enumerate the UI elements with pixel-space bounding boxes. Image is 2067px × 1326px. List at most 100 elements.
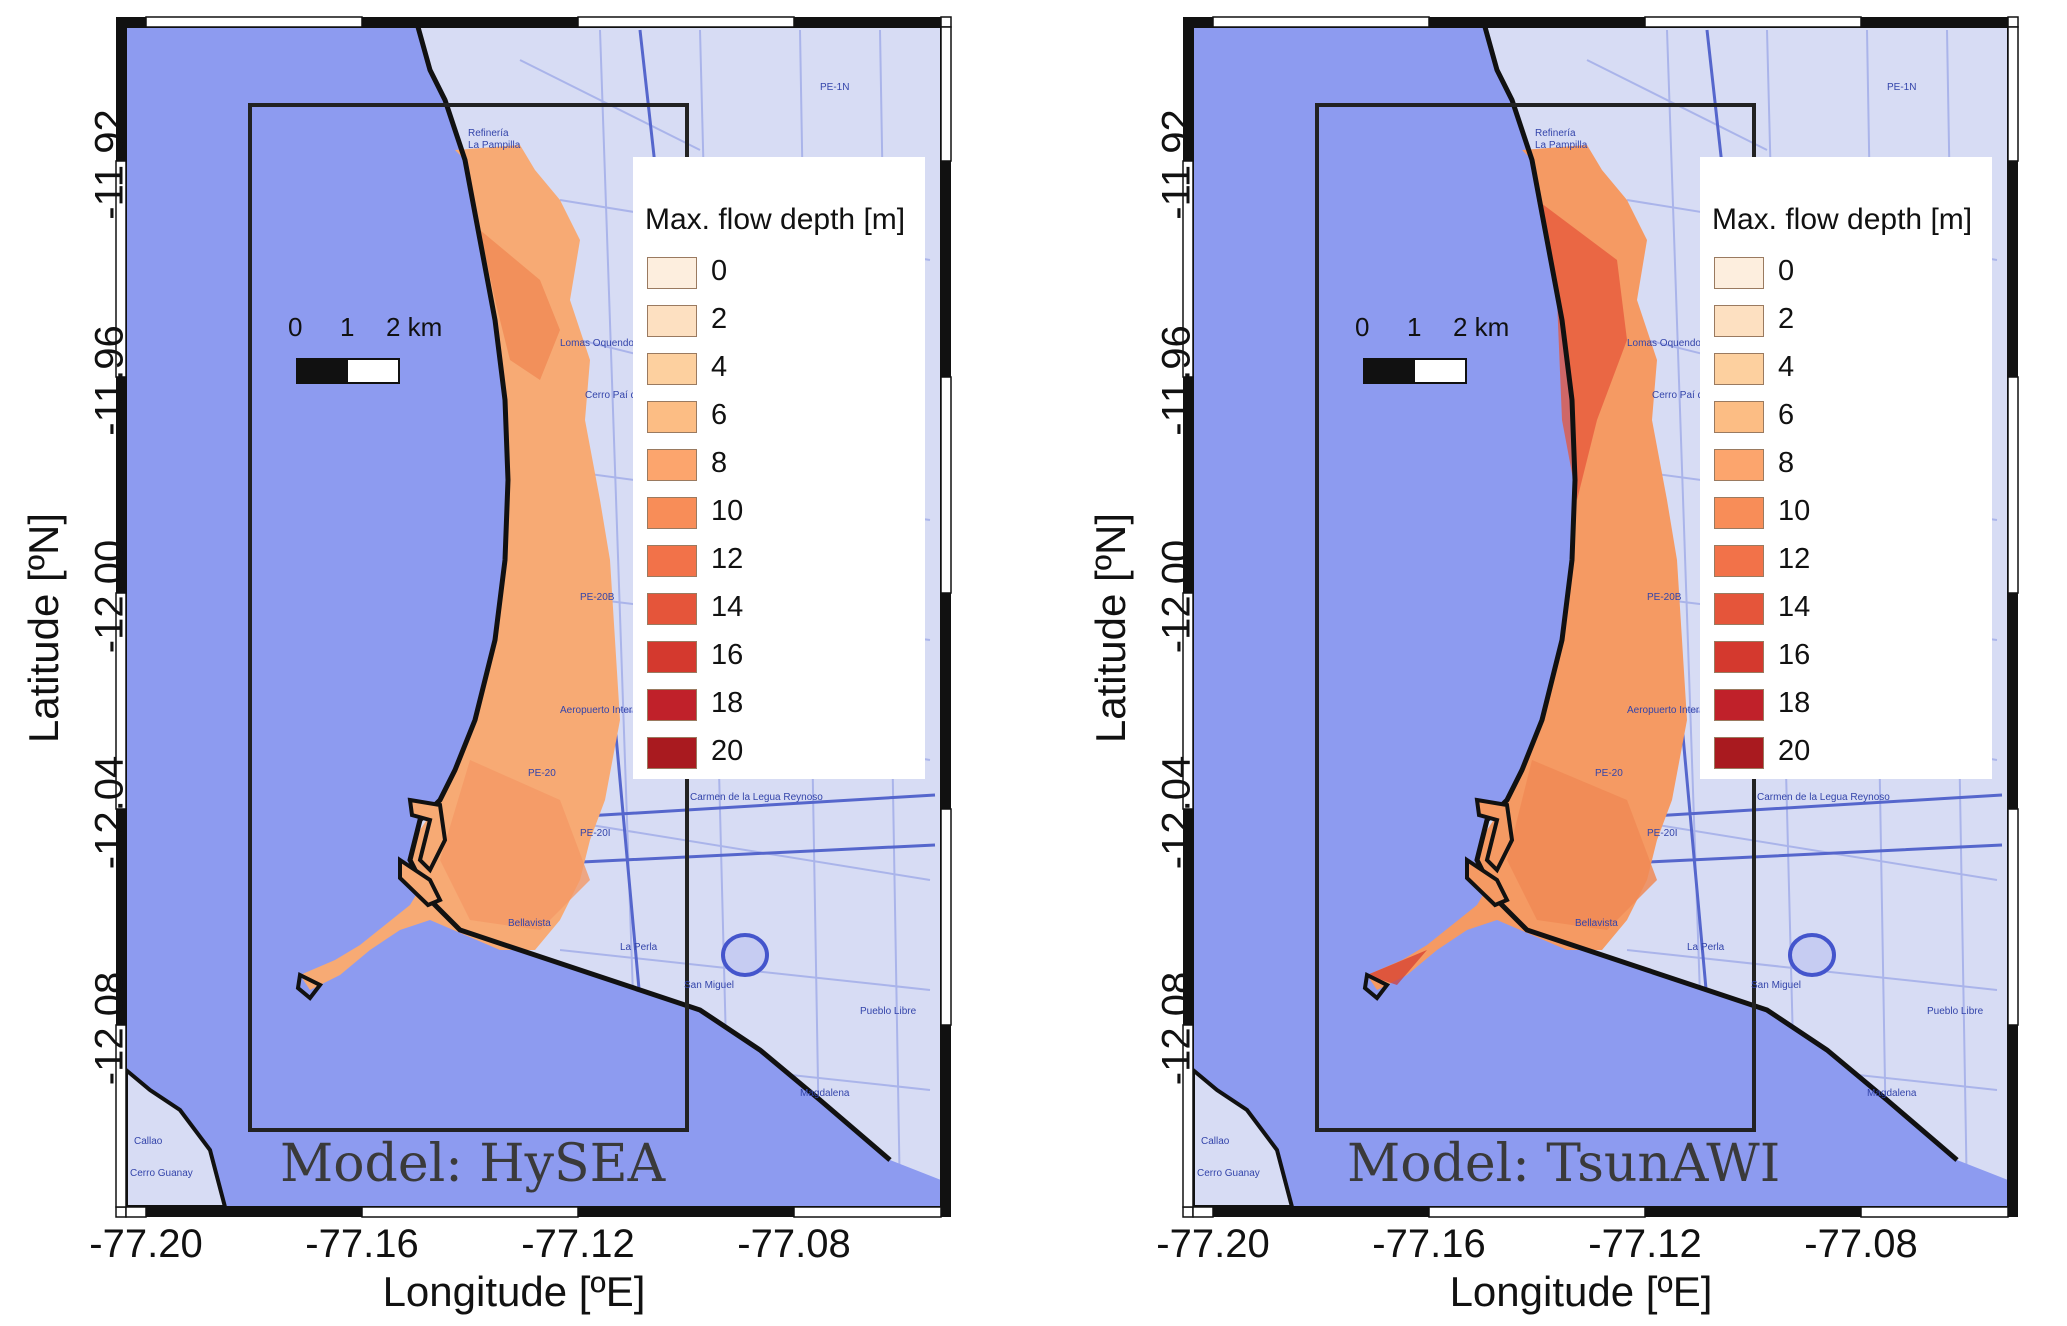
place-label: PE-20B [1647, 592, 1682, 603]
flood-deep-zone [480, 230, 560, 380]
place-label: Refinería [1535, 128, 1576, 139]
map-tsunawi [1182, 16, 2019, 1218]
legend-label: 0 [711, 255, 728, 287]
place-label: Cerro Guanay [1197, 1168, 1260, 1179]
x-tick-label: -77.08 [737, 1222, 851, 1266]
flood-deep-zone [1537, 200, 1627, 500]
park-outline [1788, 933, 1836, 977]
legend-swatch [647, 545, 697, 577]
legend-swatch [647, 641, 697, 673]
model-title: Model: TsunAWI [1347, 1134, 1781, 1194]
legend-swatch [647, 737, 697, 769]
legend-label: 10 [711, 495, 744, 527]
place-label: PE-20I [580, 828, 611, 839]
legend-label: 18 [711, 687, 744, 719]
map-panel-tsunawi: Refinería La Pampilla PE-1N Lomas Oquend… [1067, 0, 2067, 1326]
place-label: Bellavista [508, 918, 551, 929]
scale-label-0: 0 [1355, 312, 1370, 342]
legend: Max. flow depth [m] 0 2 4 6 8 10 12 14 1… [633, 157, 925, 779]
y-tick-label: -11.96 [1154, 325, 1199, 436]
flood-tip-zone [1367, 950, 1427, 985]
right-border [940, 26, 952, 1207]
place-label: San Miguel [684, 980, 735, 991]
scale-label-2: 2 km [1453, 312, 1510, 342]
legend-label: 14 [711, 591, 744, 623]
bottom-border [115, 1206, 951, 1218]
legend-label: 8 [711, 447, 728, 479]
legend-label: 20 [711, 735, 744, 767]
major-roads [519, 29, 936, 1001]
legend-swatch [1714, 497, 1764, 529]
legend-swatch [1714, 689, 1764, 721]
top-border [1183, 16, 2019, 28]
place-label: Cerro Paí de Azúcar [585, 390, 676, 401]
y-axis-label: Latitude [ºN] [20, 512, 67, 744]
la-punta-tip [295, 971, 324, 1001]
legend-swatch [647, 497, 697, 529]
place-label: PE-20B [580, 592, 615, 603]
scale-bar: 0 1 2 km [280, 312, 480, 384]
legend-label: 14 [1778, 591, 1811, 623]
model-title: Model: HySEA [280, 1134, 666, 1194]
y-tick-label: -11.96 [87, 325, 132, 436]
legend-swatch [1714, 545, 1764, 577]
place-label: Lomas Oquendo [1627, 338, 1701, 349]
legend-label: 8 [1778, 447, 1795, 479]
x-tick-label: -77.12 [521, 1222, 635, 1266]
y-tick-label: -11.92 [87, 109, 132, 220]
place-label: Carmen de la Legua Reynoso [1757, 792, 1890, 803]
legend-swatch [647, 449, 697, 481]
y-tick-label: -12.08 [1154, 971, 1199, 1086]
place-label: PE-1N [820, 82, 850, 93]
place-label: Bellavista [1575, 918, 1618, 929]
legend-swatch [1714, 641, 1764, 673]
legend-swatch [647, 689, 697, 721]
coastline [1474, 26, 1959, 1162]
place-label: San Miguel [1751, 980, 1802, 991]
place-label: Pueblo Libre [860, 1006, 917, 1017]
place-label: Cerro Paí de Azúcar [1652, 390, 1743, 401]
y-tick-label: -12.08 [87, 971, 132, 1086]
legend-title: Max. flow depth [m] [1712, 203, 1973, 236]
x-axis-label: Longitude [ºE] [382, 1268, 646, 1315]
place-label: Carmen de la Legua Reynoso [690, 792, 823, 803]
legend-swatch [647, 593, 697, 625]
legend: Max. flow depth [m] 0 2 4 6 8 10 12 14 1… [1700, 157, 1992, 779]
scale-black-segment [1363, 358, 1417, 384]
legend-label: 16 [711, 639, 744, 671]
map-panel-hysea: Refinería La Pampilla PE-1N Lomas Oquend… [0, 0, 1000, 1326]
scale-bar: 0 1 2 km [1347, 312, 1547, 384]
left-border [115, 27, 127, 1208]
y-tick-label: -12.00 [1154, 539, 1199, 654]
port-piers [398, 797, 448, 908]
legend-label: 0 [1778, 255, 1795, 287]
legend-label: 6 [711, 399, 728, 431]
place-label: La Pampilla [1535, 140, 1588, 151]
legend-swatch [1714, 305, 1764, 337]
legend-swatch [1714, 257, 1764, 289]
flood-mid-zone [1507, 760, 1657, 930]
place-label: Magdalena [800, 1088, 850, 1099]
place-label: PE-20 [1595, 768, 1623, 779]
legend-label: 2 [711, 303, 728, 335]
place-label: Magdalena [1867, 1088, 1917, 1099]
x-tick-label: -77.08 [1804, 1222, 1918, 1266]
place-label: Callao [1201, 1136, 1230, 1147]
y-axis-label: Latitude [ºN] [1087, 512, 1134, 744]
place-label: Cerro Guanay [130, 1168, 193, 1179]
place-label: Refinería [468, 128, 509, 139]
legend-swatch [647, 257, 697, 289]
y-tick-label: -12.00 [87, 539, 132, 654]
legend-swatch [647, 353, 697, 385]
la-punta-tip [1362, 971, 1391, 1001]
legend-swatch [1714, 737, 1764, 769]
x-tick-label: -77.12 [1588, 1222, 1702, 1266]
legend-label: 18 [1778, 687, 1811, 719]
place-label: Callao [134, 1136, 163, 1147]
y-tick-label: -12.04 [87, 755, 132, 870]
scale-label-2: 2 km [386, 312, 443, 342]
scale-label-1: 1 [1407, 312, 1422, 342]
x-axis-label: Longitude [ºE] [1449, 1268, 1713, 1315]
place-label: La Perla [1687, 942, 1725, 953]
place-label: PE-1N [1887, 82, 1917, 93]
